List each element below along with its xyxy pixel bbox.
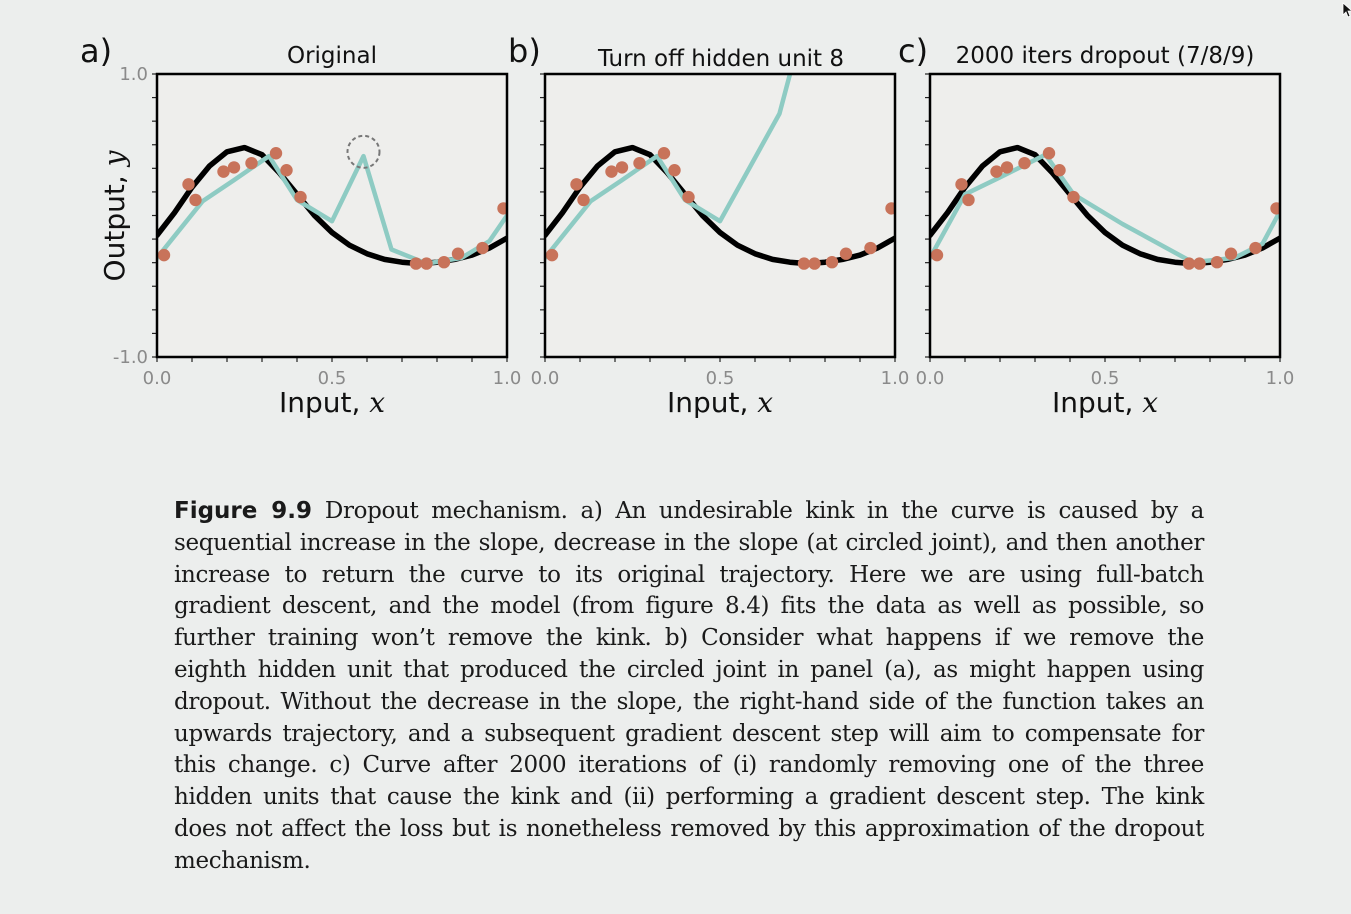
data-point [990, 165, 1003, 178]
data-point [605, 165, 618, 178]
x-tick-label: 0.0 [531, 368, 560, 389]
x-tick-label: 0.5 [1091, 368, 1120, 389]
panel-title: Original [287, 43, 377, 69]
plot-frame [155, 72, 509, 359]
x-tick-label: 0.0 [916, 368, 945, 389]
x-tick-label: 0.0 [143, 368, 172, 389]
data-point [1182, 257, 1196, 270]
data-point [1000, 161, 1014, 174]
panel-title: Turn off hidden unit 8 [597, 46, 844, 72]
data-point [1042, 147, 1056, 160]
data-layer [545, 74, 895, 270]
y-axis-variable: y [98, 149, 131, 168]
x-axis-variable: x [369, 386, 385, 419]
x-tick-label: 1.0 [881, 368, 910, 389]
data-point [885, 202, 895, 215]
data-point [280, 164, 293, 177]
dropout-figure: a) Original 0.0 0.5 1.0 Input, x 1.0 -1.0 Output… [0, 0, 1351, 440]
data-point [682, 190, 695, 204]
model-fit-line [157, 153, 507, 266]
x-tick-label: 1.0 [1266, 368, 1295, 389]
data-point [217, 165, 230, 178]
data-point [797, 257, 811, 270]
data-point [668, 164, 681, 177]
plot-frame [928, 72, 1282, 359]
figure-caption: Figure 9.9 Dropout mechanism. a) An unde… [174, 496, 1204, 878]
data-point [476, 241, 489, 255]
data-point [420, 257, 433, 270]
mouse-cursor-icon [1342, 2, 1351, 22]
x-axis-label: Input, x [1052, 386, 1158, 419]
data-point [1224, 247, 1238, 260]
data-point [615, 161, 629, 174]
data-point [864, 241, 877, 255]
data-point [633, 156, 646, 170]
data-point [497, 202, 507, 215]
data-point [962, 193, 975, 207]
panel-letter: b) [508, 32, 541, 70]
data-point [545, 248, 559, 262]
panel-title: 2000 iters dropout (7/8/9) [956, 43, 1255, 69]
data-point [839, 247, 853, 260]
data-point [1067, 190, 1080, 204]
model-fit-line [545, 74, 793, 261]
x-axis-label: Input, x [667, 386, 773, 419]
panel-c: c) 2000 iters dropout (7/8/9) 0.0 0.5 1.0 Inp… [898, 32, 1294, 419]
y-axis-label: Output, y [98, 149, 131, 281]
x-tick-label: 1.0 [493, 368, 522, 389]
x-axis-variable: x [1142, 386, 1158, 419]
x-axis-label: Input, x [279, 386, 385, 419]
panel-a: a) Original 0.0 0.5 1.0 Input, x 1.0 -1.0 Output… [80, 32, 521, 419]
data-point [437, 255, 451, 269]
data-point [227, 161, 241, 174]
x-axis-variable: x [757, 386, 773, 419]
data-point [825, 255, 839, 269]
data-point [269, 147, 283, 160]
figure-canvas: a) Original 0.0 0.5 1.0 Input, x 1.0 -1.0 Output… [80, 32, 1294, 419]
data-point [245, 156, 258, 170]
data-point [1053, 164, 1066, 177]
data-point [1270, 202, 1280, 215]
x-tick-label: 0.5 [318, 368, 347, 389]
panel-b: b) Turn off hidden unit 8 0.0 0.5 1.0 Input, … [508, 32, 909, 419]
data-layer [930, 144, 1280, 270]
data-point [657, 147, 671, 160]
x-tick-label: 0.5 [706, 368, 735, 389]
data-point [570, 178, 583, 191]
plot-area [545, 74, 895, 357]
figure-label: Figure 9.9 [174, 498, 313, 524]
data-point [157, 248, 171, 262]
panel-letter: a) [80, 32, 112, 70]
data-point [189, 193, 202, 207]
panel-letter: c) [898, 32, 928, 70]
data-point [1210, 255, 1224, 269]
data-point [182, 178, 195, 191]
data-point [955, 178, 968, 191]
circled-joint [346, 134, 381, 169]
model-fit-line [930, 152, 1280, 265]
y-tick-label: 1.0 [119, 64, 148, 85]
data-point [1249, 241, 1262, 255]
caption-text: Dropout mechanism. a) An undesirable kin… [174, 498, 1204, 874]
data-point [294, 190, 307, 204]
data-point [1193, 257, 1206, 270]
data-layer [157, 144, 507, 270]
plot-frame [543, 72, 897, 359]
y-tick-label: -1.0 [113, 347, 148, 368]
data-point [1018, 156, 1031, 170]
data-point [808, 257, 821, 270]
data-point [409, 257, 423, 270]
data-point [451, 247, 465, 260]
plot-area [157, 74, 507, 357]
data-point [930, 248, 944, 262]
data-point [577, 193, 590, 207]
